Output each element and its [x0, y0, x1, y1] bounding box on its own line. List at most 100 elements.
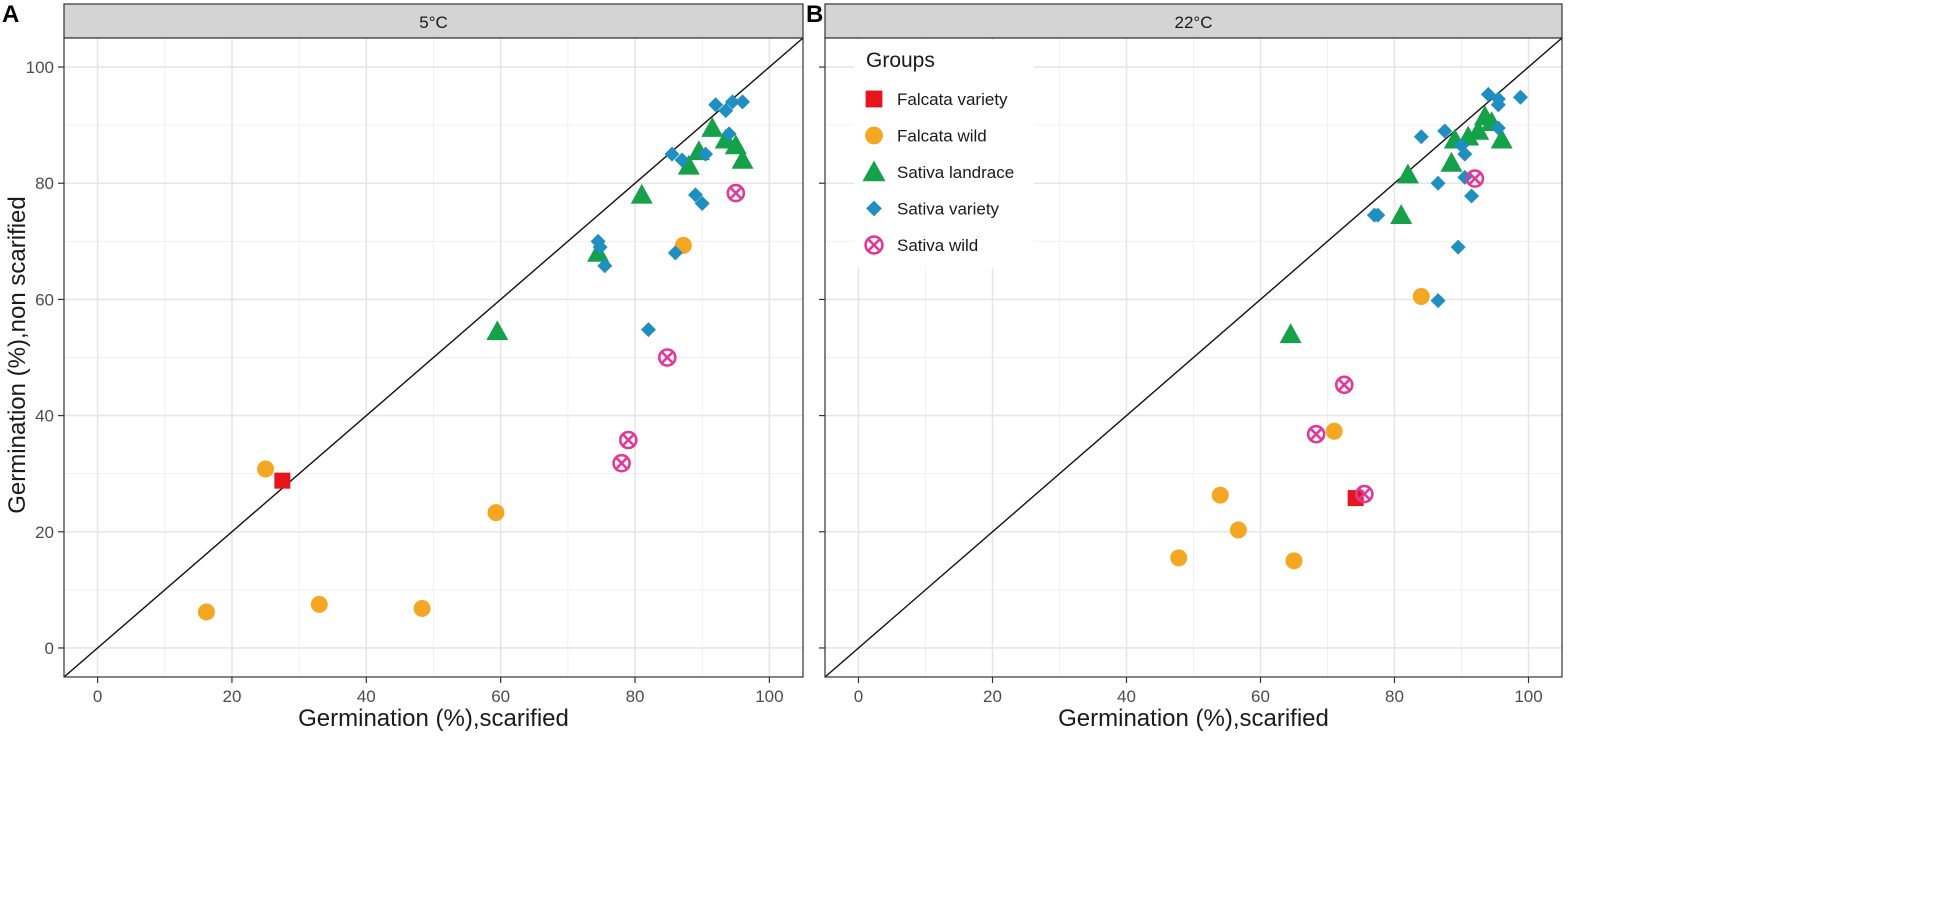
cross-line — [1337, 378, 1351, 392]
data-point-sativa-variety — [1370, 207, 1386, 223]
series-falcata-variety — [274, 472, 291, 489]
diamond-marker — [1457, 146, 1473, 162]
cross-line — [1357, 487, 1372, 501]
x-tick-label: 20 — [983, 687, 1002, 706]
circle-cross-icon — [864, 235, 884, 255]
data-point-sativa-variety — [718, 103, 734, 119]
cross-line — [621, 433, 636, 447]
legend-item-sativa-wild: Sativa wild — [864, 235, 978, 255]
axes: 0 20 40 60 80 100 0 20 40 60 80 100 — [26, 58, 784, 706]
data-point-sativa-landrace — [1279, 323, 1302, 344]
triangle-marker — [1440, 151, 1463, 172]
x-tick-label: 100 — [1514, 687, 1542, 706]
ring-marker — [1355, 484, 1374, 504]
diamond-marker — [1430, 175, 1446, 191]
data-point-falcata-variety — [274, 472, 291, 489]
facet-strip-label: 22°C — [1175, 13, 1213, 32]
facet-strip-label: 5°C — [419, 13, 448, 32]
data-point-sativa-landrace — [630, 183, 653, 204]
data-point-sativa-variety — [1413, 129, 1429, 145]
triangle-marker — [630, 183, 653, 204]
x-tick-label: 0 — [93, 687, 102, 706]
triangle-marker — [701, 117, 724, 137]
data-point-sativa-wild — [726, 183, 746, 203]
cross-line — [867, 238, 881, 252]
ring-marker — [1306, 424, 1326, 444]
diamond-marker — [640, 322, 656, 338]
y-tick-label: 60 — [35, 290, 54, 309]
data-point-sativa-landrace — [724, 134, 747, 155]
circle-marker — [310, 595, 328, 613]
data-points — [1170, 86, 1528, 570]
diamond-marker — [674, 152, 690, 168]
data-point-sativa-variety — [735, 94, 751, 110]
data-point-sativa-variety — [1464, 188, 1480, 204]
circle-marker — [1325, 422, 1343, 440]
series-falcata-wild — [1170, 288, 1430, 570]
data-point-sativa-wild — [1355, 484, 1374, 504]
data-point-sativa-wild — [1306, 424, 1326, 444]
y-tick-label: 40 — [35, 407, 54, 426]
diamond-marker — [698, 146, 714, 162]
data-point-sativa-variety — [708, 97, 724, 113]
triangle-marker — [731, 148, 754, 169]
legend: Groups Falcata variety Falcata wild Sativa … — [854, 40, 1034, 268]
triangle-marker — [724, 134, 747, 155]
data-point-sativa-wild — [1334, 375, 1354, 395]
panel-border — [824, 37, 1563, 678]
data-point-sativa-variety — [1490, 91, 1506, 107]
data-point-sativa-variety — [724, 94, 740, 110]
data-point-sativa-wild — [1465, 169, 1485, 188]
series-sativa-wild — [612, 183, 746, 473]
triangle-marker — [1490, 128, 1513, 149]
x-tick-label: 20 — [222, 687, 241, 706]
circle-marker — [1285, 552, 1303, 570]
circle-marker — [1412, 288, 1430, 306]
legend-title: Groups — [866, 49, 935, 72]
data-points — [197, 94, 754, 621]
circle-marker — [1229, 521, 1247, 539]
diamond-marker — [664, 146, 680, 162]
circle-marker — [413, 599, 431, 617]
panels: 5°C A 0 20 40 60 80 100 0 20 40 60 80 100 Germination … — [2, 1, 1563, 732]
data-point-falcata-wild — [1412, 288, 1430, 306]
series-sativa-variety — [1366, 86, 1528, 309]
x-tick-label: 80 — [1385, 687, 1404, 706]
diamond-marker — [866, 200, 882, 217]
triangle-marker — [1279, 323, 1302, 344]
diamond-marker — [1490, 120, 1506, 136]
gridlines — [64, 38, 803, 677]
ring-marker — [1334, 375, 1354, 395]
diamond-marker — [1490, 91, 1506, 107]
data-point-falcata-wild — [1285, 552, 1303, 570]
circle-marker — [257, 460, 275, 478]
data-point-sativa-variety — [664, 146, 680, 162]
diamond-marker — [1450, 239, 1466, 255]
legend-label: Sativa variety — [897, 200, 1000, 219]
ring-marker — [726, 183, 746, 203]
identity-reference-line — [825, 38, 1562, 677]
series-falcata-wild — [197, 236, 692, 621]
data-point-sativa-landrace — [1396, 163, 1419, 184]
legend-item-falcata-wild: Falcata wild — [865, 127, 987, 146]
diamond-marker — [667, 245, 683, 261]
data-point-sativa-landrace — [731, 148, 754, 169]
data-point-falcata-wild — [487, 504, 505, 522]
facet-strip — [63, 3, 804, 39]
data-point-sativa-variety — [698, 146, 714, 162]
diamond-marker — [694, 196, 710, 212]
triangle-marker — [862, 160, 886, 182]
data-point-sativa-landrace — [1440, 151, 1463, 172]
cross-line — [660, 350, 674, 365]
data-point-sativa-variety — [674, 152, 690, 168]
ring-marker — [657, 348, 677, 367]
data-point-sativa-variety — [640, 322, 656, 338]
diamond-marker — [1464, 188, 1480, 204]
x-tick-label: 0 — [854, 687, 863, 706]
data-point-sativa-variety — [721, 126, 737, 142]
legend-item-sativa-variety: Sativa variety — [866, 200, 1000, 219]
data-point-sativa-variety — [1430, 293, 1446, 309]
panel-a: 5°C A 0 20 40 60 80 100 0 20 40 60 80 100 Germination … — [2, 1, 804, 732]
diamond-marker — [592, 239, 608, 255]
